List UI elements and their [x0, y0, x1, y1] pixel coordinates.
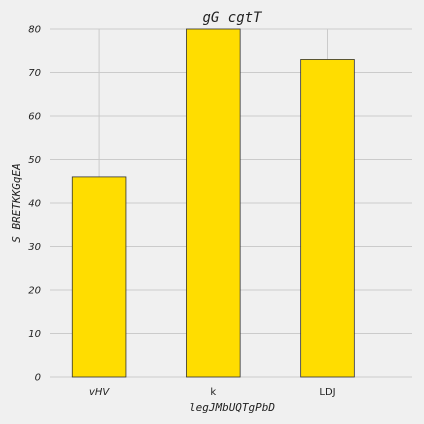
- x-axis-label: legJMbUQTgPbD: [189, 401, 275, 414]
- y-tick-label: 50: [28, 155, 41, 166]
- y-tick-label: 40: [28, 199, 41, 210]
- bar-LDJ: [300, 59, 355, 378]
- x-tick-label: vHV: [89, 387, 110, 398]
- y-tick-label: 0: [35, 373, 41, 384]
- y-tick-label: 20: [28, 286, 41, 297]
- y-tick-labels: 0 10 20 30 40 50 60 70 80: [28, 25, 41, 384]
- x-tick-label: k: [210, 387, 216, 398]
- bars: [71, 28, 355, 378]
- bar-vHV: [71, 176, 127, 378]
- x-tick-label: LDJ: [319, 387, 335, 398]
- y-axis-label: S BRETKKGqEA: [10, 163, 23, 242]
- y-tick-label: 60: [28, 112, 41, 123]
- y-tick-label: 80: [28, 25, 41, 36]
- chart-title: gG cgtT: [202, 10, 263, 26]
- bar-k: [186, 28, 241, 378]
- y-tick-label: 70: [28, 68, 41, 79]
- x-tick-labels: vHV k LDJ: [89, 387, 336, 398]
- y-tick-label: 10: [28, 329, 41, 340]
- y-tick-label: 30: [28, 242, 41, 253]
